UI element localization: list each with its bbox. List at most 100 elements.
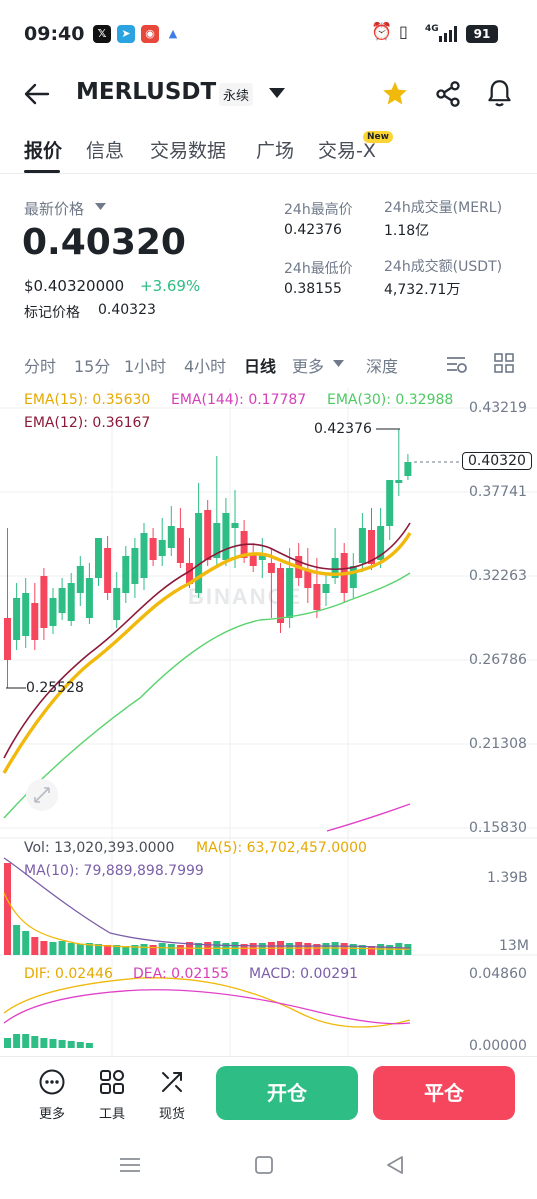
tab-trade-x[interactable]: 交易-X	[318, 140, 376, 162]
chart-canvas[interactable]: BINANCE	[0, 388, 537, 1056]
back-arrow-icon[interactable]	[24, 82, 50, 106]
price-axis-label: 0.15830	[469, 820, 527, 836]
candle-body	[95, 538, 102, 578]
open-position-button[interactable]: 开仓	[216, 1066, 358, 1120]
timeframe-more[interactable]: 更多	[292, 357, 325, 376]
main-tabs: 报价 信息 交易数据 广场 交易-X	[0, 128, 537, 174]
tab-info[interactable]: 信息	[86, 140, 125, 162]
candle-body	[349, 566, 357, 588]
home-nav-icon[interactable]	[255, 1156, 273, 1174]
volume-bar	[195, 943, 203, 955]
volume-axis-label: 1.39B	[487, 870, 528, 886]
volume-bar	[131, 945, 139, 955]
timeframe-4h[interactable]: 4小时	[184, 357, 227, 376]
volume-bar	[113, 945, 121, 955]
high-24h-label: 24h最高价	[284, 202, 353, 218]
ma5-label: MA(5): 63,702,457.0000	[196, 840, 367, 856]
volume-bar	[358, 945, 366, 955]
candle-body	[286, 568, 294, 618]
candle-body	[377, 526, 385, 560]
volume-bar	[286, 943, 294, 955]
back-nav-icon[interactable]	[386, 1156, 404, 1174]
close-position-button[interactable]: 平仓	[373, 1066, 515, 1120]
candle-body	[58, 588, 66, 613]
candle-body	[167, 526, 175, 548]
candle-body	[304, 570, 312, 588]
volume-bar	[176, 945, 184, 955]
low-24h-value: 0.38155	[284, 281, 342, 297]
candle-body	[49, 598, 57, 626]
candle-body	[31, 603, 39, 640]
ema30-label: EMA(30): 0.32988	[327, 392, 454, 408]
candle-body	[195, 513, 203, 593]
bell-icon[interactable]	[486, 79, 513, 108]
share-icon[interactable]	[434, 80, 462, 108]
more-action[interactable]: 更多	[30, 1069, 74, 1122]
tools-action[interactable]: 工具	[90, 1069, 134, 1122]
macd-histogram-bar	[49, 1039, 57, 1048]
timeframe-1d[interactable]: 日线	[244, 357, 277, 376]
volume-bar	[149, 945, 157, 955]
spot-action[interactable]: 现货	[150, 1069, 194, 1122]
candle-body	[395, 480, 403, 483]
low-24h-label: 24h最低价	[284, 261, 353, 277]
candle-body	[313, 584, 321, 610]
status-time: 09:40	[24, 23, 85, 45]
timeframe-15m[interactable]: 15分	[74, 357, 111, 376]
macd-histogram-bar	[40, 1038, 48, 1048]
candle-body	[67, 583, 75, 621]
candle-body	[267, 563, 275, 573]
timeframe-line[interactable]: 分时	[24, 357, 57, 376]
candlestick-chart[interactable]: BINANCE EMA(15): 0.35630 EMA(144): 0.177…	[0, 388, 537, 1056]
volume-bar	[58, 941, 66, 955]
high-price-marker: 0.42376	[314, 421, 372, 437]
tab-quote[interactable]: 报价	[24, 140, 63, 162]
candle-body	[149, 538, 157, 560]
macd-label: MACD: 0.00291	[249, 966, 359, 982]
current-price-tag[interactable]: 0.40320	[462, 452, 532, 470]
indicator-settings-icon[interactable]	[445, 353, 469, 375]
volume-bar	[104, 945, 112, 955]
timeframe-depth[interactable]: 深度	[366, 357, 399, 376]
volume-axis-label: 13M	[499, 938, 529, 954]
spot-icon	[162, 1072, 182, 1092]
candle-body	[4, 618, 11, 660]
ma10-label: MA(10): 79,889,898.7999	[24, 863, 204, 879]
x-app-icon: 𝕏	[93, 25, 111, 43]
favorite-star-icon[interactable]	[381, 80, 409, 107]
fullscreen-button[interactable]	[26, 779, 58, 811]
candle-body	[76, 566, 84, 593]
candle-body	[113, 588, 121, 620]
macd-histogram-bar	[13, 1034, 21, 1048]
candle-body	[85, 578, 93, 618]
volume-bar	[368, 946, 375, 955]
layout-grid-icon[interactable]	[494, 353, 514, 373]
candle-body	[231, 523, 239, 528]
price-axis-label: 0.26786	[469, 652, 527, 668]
ma10-line	[3, 857, 411, 949]
timeframe-1h[interactable]: 1小时	[124, 357, 167, 376]
pair-dropdown-icon[interactable]	[268, 87, 286, 99]
volume-label: Vol: 13,020,393.0000	[24, 840, 175, 856]
ema144-label: EMA(144): 0.17787	[171, 392, 307, 408]
latest-price-dropdown-icon[interactable]	[95, 203, 106, 211]
more-dropdown-icon[interactable]	[333, 360, 344, 368]
candle-body	[40, 576, 48, 628]
dif-label: DIF: 0.02446	[24, 966, 113, 982]
volume-bar	[386, 945, 394, 955]
latest-price-label[interactable]: 最新价格	[24, 200, 85, 218]
pair-name[interactable]: MERLUSDT	[76, 79, 217, 105]
alarm-icon: ⏰	[371, 22, 393, 42]
tools-action-label: 工具	[98, 1107, 125, 1122]
ma5-line	[3, 892, 411, 950]
candle-body	[404, 462, 412, 476]
macd-axis-label: 0.04860	[469, 966, 527, 982]
volume-bar	[340, 943, 348, 955]
tab-trading-data[interactable]: 交易数据	[150, 140, 227, 162]
volume-bar	[158, 943, 166, 955]
volume-bar	[313, 944, 321, 955]
tab-square[interactable]: 广场	[256, 140, 295, 162]
menu-nav-icon[interactable]	[120, 1157, 140, 1173]
macd-histogram-bar	[67, 1041, 75, 1048]
candles-group	[4, 429, 412, 688]
